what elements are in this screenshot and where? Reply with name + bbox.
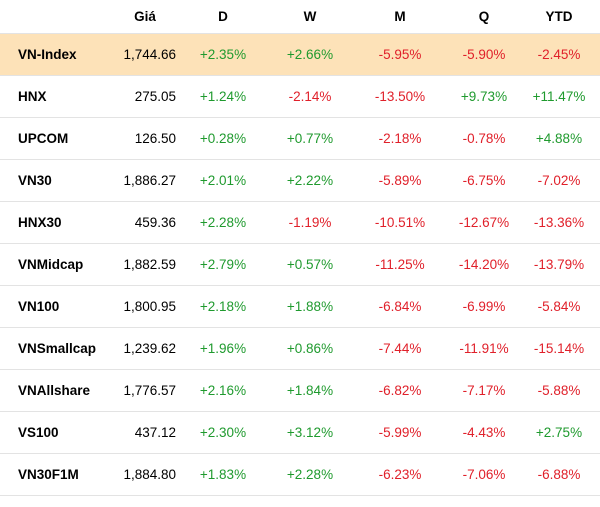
index-price: 459.36 [134, 215, 176, 230]
index-name: HNX30 [18, 215, 62, 230]
index-price: 1,886.27 [123, 173, 176, 188]
change-ytd: +11.47% [532, 89, 586, 104]
change-day: +2.18% [199, 299, 247, 314]
change-quarter: -0.78% [462, 131, 506, 146]
index-name: VN30F1M [18, 467, 79, 482]
change-month: -5.89% [378, 173, 422, 188]
index-price: 437.12 [134, 425, 176, 440]
table-row[interactable]: VS100 437.12 +2.30% +3.12% -5.99% -4.43% +2.75… [0, 412, 600, 454]
index-name: VNAllshare [18, 383, 91, 398]
change-day: +1.24% [199, 89, 247, 104]
table-row[interactable]: VN30F1M 1,884.80 +1.83% +2.28% -6.23% -7.06% -… [0, 454, 600, 496]
index-price: 275.05 [134, 89, 176, 104]
index-name: VS100 [18, 425, 59, 440]
change-week: +1.84% [286, 383, 334, 398]
change-ytd: -15.14% [533, 341, 585, 356]
change-day: +2.28% [199, 215, 247, 230]
change-quarter: -12.67% [458, 215, 510, 230]
table-row[interactable]: VN100 1,800.95 +2.18% +1.88% -6.84% -6.99% -5.… [0, 286, 600, 328]
table-row[interactable]: UPCOM 126.50 +0.28% +0.77% -2.18% -0.78% +4.88… [0, 118, 600, 160]
index-name: VNMidcap [18, 257, 84, 272]
index-name: UPCOM [18, 131, 69, 146]
change-quarter: -6.99% [462, 299, 506, 314]
index-price: 1,239.62 [123, 341, 176, 356]
header-price: Giá [134, 9, 156, 24]
change-month: -7.44% [378, 341, 422, 356]
change-day: +1.83% [199, 467, 247, 482]
index-name: VNSmallcap [18, 341, 97, 356]
table-row[interactable]: VN30 1,886.27 +2.01% +2.22% -5.89% -6.75% -7.0… [0, 160, 600, 202]
index-price: 1,744.66 [123, 47, 176, 62]
change-quarter: -14.20% [458, 257, 510, 272]
change-ytd: -5.84% [537, 299, 581, 314]
header-month: M [394, 9, 406, 24]
change-week: +2.28% [286, 467, 334, 482]
change-quarter: -6.75% [462, 173, 506, 188]
table-row[interactable]: VNSmallcap 1,239.62 +1.96% +0.86% -7.44% -11.… [0, 328, 600, 370]
table-body: VN-Index 1,744.66 +2.35% +2.66% -5.95% -5.90%… [0, 34, 600, 496]
change-ytd: +2.75% [535, 425, 583, 440]
change-day: +1.96% [199, 341, 247, 356]
change-quarter: +9.73% [460, 89, 508, 104]
change-ytd: -13.36% [533, 215, 585, 230]
change-day: +2.30% [199, 425, 247, 440]
change-week: +0.86% [286, 341, 334, 356]
index-name: VN30 [18, 173, 52, 188]
table-row[interactable]: VNMidcap 1,882.59 +2.79% +0.57% -11.25% -14.2… [0, 244, 600, 286]
change-ytd: -5.88% [537, 383, 581, 398]
table-header-row: Giá D W M Q YTD [0, 0, 600, 34]
index-price: 1,776.57 [123, 383, 176, 398]
change-month: -11.25% [375, 257, 425, 272]
header-quarter: Q [478, 9, 490, 24]
index-price: 126.50 [134, 131, 176, 146]
change-week: +0.57% [286, 257, 334, 272]
index-price: 1,884.80 [123, 467, 176, 482]
change-quarter: -4.43% [462, 425, 506, 440]
change-day: +2.35% [199, 47, 247, 62]
change-month: -5.99% [378, 425, 422, 440]
change-month: -10.51% [374, 215, 426, 230]
change-ytd: -2.45% [537, 47, 581, 62]
index-name: VN100 [18, 299, 60, 314]
index-name: VN-Index [18, 47, 77, 62]
change-quarter: -7.06% [462, 467, 506, 482]
change-ytd: +4.88% [535, 131, 583, 146]
change-month: -6.82% [378, 383, 422, 398]
change-week: +2.22% [286, 173, 334, 188]
header-day: D [218, 9, 228, 24]
change-month: -2.18% [378, 131, 422, 146]
change-day: +2.79% [199, 257, 247, 272]
change-ytd: -13.79% [533, 257, 585, 272]
change-quarter: -5.90% [462, 47, 506, 62]
table-row[interactable]: HNX30 459.36 +2.28% -1.19% -10.51% -12.67% -13… [0, 202, 600, 244]
header-ytd: YTD [545, 9, 573, 24]
change-month: -6.23% [378, 467, 422, 482]
change-week: +1.88% [286, 299, 334, 314]
change-month: -5.95% [378, 47, 422, 62]
change-week: +2.66% [286, 47, 334, 62]
change-month: -13.50% [374, 89, 426, 104]
change-ytd: -7.02% [537, 173, 581, 188]
index-performance-table: Giá D W M Q YTD VN-Index 1,744.66 +2.35% +2… [0, 0, 600, 496]
index-price: 1,800.95 [123, 299, 176, 314]
table-row[interactable]: VN-Index 1,744.66 +2.35% +2.66% -5.95% -5.90%… [0, 34, 600, 76]
header-week: W [303, 9, 317, 24]
change-day: +2.01% [199, 173, 247, 188]
table-row[interactable]: VNAllshare 1,776.57 +2.16% +1.84% -6.82% -7.1… [0, 370, 600, 412]
change-ytd: -6.88% [537, 467, 581, 482]
change-quarter: -11.91% [459, 341, 509, 356]
change-day: +2.16% [199, 383, 247, 398]
index-price: 1,882.59 [123, 257, 176, 272]
change-week: -2.14% [288, 89, 332, 104]
change-quarter: -7.17% [462, 383, 506, 398]
change-week: +3.12% [286, 425, 334, 440]
table-row[interactable]: HNX 275.05 +1.24% -2.14% -13.50% +9.73% +11.47… [0, 76, 600, 118]
index-name: HNX [18, 89, 47, 104]
change-day: +0.28% [199, 131, 247, 146]
change-week: +0.77% [286, 131, 334, 146]
change-month: -6.84% [378, 299, 422, 314]
change-week: -1.19% [288, 215, 332, 230]
